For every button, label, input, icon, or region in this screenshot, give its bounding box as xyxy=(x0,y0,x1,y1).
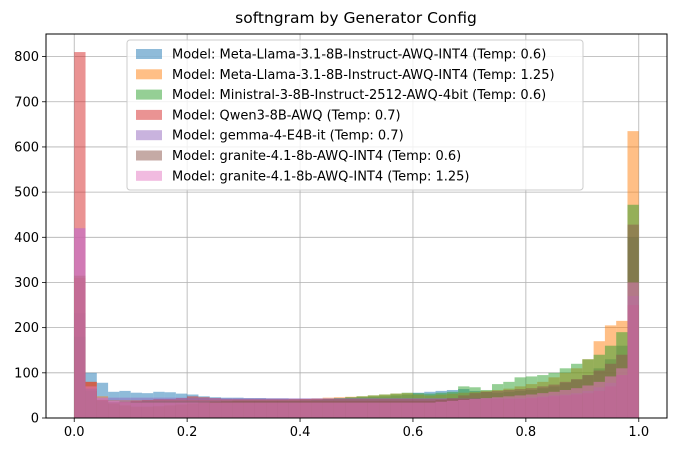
histogram-bar xyxy=(108,400,120,418)
histogram-bar xyxy=(288,402,301,418)
legend-swatch xyxy=(136,69,162,80)
legend-label: Model: granite-4.1-8b-AWQ-INT4 (Temp: 1.… xyxy=(172,169,470,184)
y-tick-label: 800 xyxy=(14,50,39,65)
legend-label: Model: granite-4.1-8b-AWQ-INT4 (Temp: 0.… xyxy=(172,149,461,164)
legend-label: Model: Meta-Llama-3.1-8B-Instruct-AWQ-IN… xyxy=(172,48,546,63)
histogram-bar xyxy=(412,402,425,418)
histogram-bar xyxy=(548,391,560,418)
plot-frame xyxy=(45,33,668,419)
histogram-bar xyxy=(593,381,605,418)
series-bars xyxy=(74,228,639,418)
histogram-bar xyxy=(424,402,436,418)
y-tick-label: 500 xyxy=(14,186,39,201)
y-tick-label: 0 xyxy=(31,412,39,427)
legend-label: Model: Ministral-3-8B-Instruct-2512-AWQ-… xyxy=(172,88,546,103)
histogram-bar xyxy=(74,228,86,418)
histogram-bar xyxy=(356,402,368,418)
legend-label: Model: gemma-4-E4B-it (Temp: 0.7) xyxy=(172,129,404,144)
histogram-bar xyxy=(277,402,289,418)
series-bars xyxy=(74,224,639,418)
histogram-bar xyxy=(458,399,470,418)
histogram-bar xyxy=(187,402,199,418)
histogram-bar xyxy=(514,395,526,418)
histogram-bar xyxy=(221,402,233,418)
histogram-bar xyxy=(604,376,617,418)
histogram-bar xyxy=(435,401,447,418)
histogram-bar xyxy=(153,402,165,418)
histogram-bar xyxy=(266,402,278,418)
histogram-bar xyxy=(300,402,312,418)
histogram-bar xyxy=(85,386,97,418)
y-tick-label: 700 xyxy=(14,95,39,110)
histogram-bar xyxy=(141,402,154,418)
legend: Model: Meta-Llama-3.1-8B-Instruct-AWQ-IN… xyxy=(126,39,584,191)
histogram-bar xyxy=(503,396,515,418)
histogram-bar xyxy=(616,368,628,418)
x-tick-label: 1.0 xyxy=(628,425,649,440)
histogram-bar xyxy=(446,400,459,418)
histogram-bar xyxy=(367,402,380,418)
y-tick-label: 200 xyxy=(14,321,39,336)
histogram-bar xyxy=(119,402,131,418)
histogram-bar xyxy=(480,398,492,418)
histogram-bar xyxy=(627,282,639,418)
histogram-bar xyxy=(401,402,413,418)
histogram-bar xyxy=(559,389,572,418)
legend-swatch xyxy=(136,150,162,161)
axis-ticks: 0.0 0.2 0.4 0.6 0.8 1.0 0 100 200 300 400 500 600 700… xyxy=(14,50,649,440)
histogram-bar xyxy=(469,399,481,418)
x-tick-label: 0.8 xyxy=(516,425,537,440)
histogram-bar xyxy=(175,402,188,418)
y-tick-label: 100 xyxy=(14,366,39,381)
legend-swatch xyxy=(136,170,162,181)
histogram-bar xyxy=(537,393,549,418)
y-tick-label: 400 xyxy=(14,231,39,246)
x-tick-label: 0.2 xyxy=(177,425,198,440)
histogram-bar xyxy=(254,402,267,418)
legend-box xyxy=(126,39,584,191)
histogram-bar xyxy=(571,388,583,418)
x-tick-label: 0.4 xyxy=(290,425,311,440)
x-tick-label: 0.6 xyxy=(403,425,424,440)
histogram-bar xyxy=(322,402,334,418)
histogram-bar xyxy=(333,402,346,418)
histogram-bar xyxy=(96,397,109,418)
x-tick-label: 0.0 xyxy=(64,425,85,440)
legend-label: Model: Qwen3-8B-AWQ (Temp: 0.7) xyxy=(172,108,401,123)
y-tick-label: 600 xyxy=(14,140,39,155)
histogram-bar xyxy=(379,402,391,418)
legend-swatch xyxy=(136,89,162,100)
legend-swatch xyxy=(136,49,162,59)
chart-title: softngram by Generator Config xyxy=(235,9,477,27)
histogram-bar xyxy=(491,397,504,418)
histogram-bar xyxy=(345,402,357,418)
legend-swatch xyxy=(136,109,162,120)
histogram-bar xyxy=(243,402,255,418)
histogram-bar xyxy=(198,402,210,418)
histogram-bar xyxy=(130,402,142,418)
histogram-bar xyxy=(582,385,594,418)
histogram-bar xyxy=(232,402,244,418)
legend-swatch xyxy=(136,130,162,141)
histogram-bars xyxy=(74,52,639,419)
histogram-bar xyxy=(209,402,222,418)
histogram-bar xyxy=(525,394,538,418)
histogram-bar xyxy=(390,402,402,418)
histogram-bar xyxy=(164,402,176,418)
legend-label: Model: Meta-Llama-3.1-8B-Instruct-AWQ-IN… xyxy=(172,68,555,83)
histogram-bar xyxy=(311,402,323,418)
y-tick-label: 300 xyxy=(14,276,39,291)
